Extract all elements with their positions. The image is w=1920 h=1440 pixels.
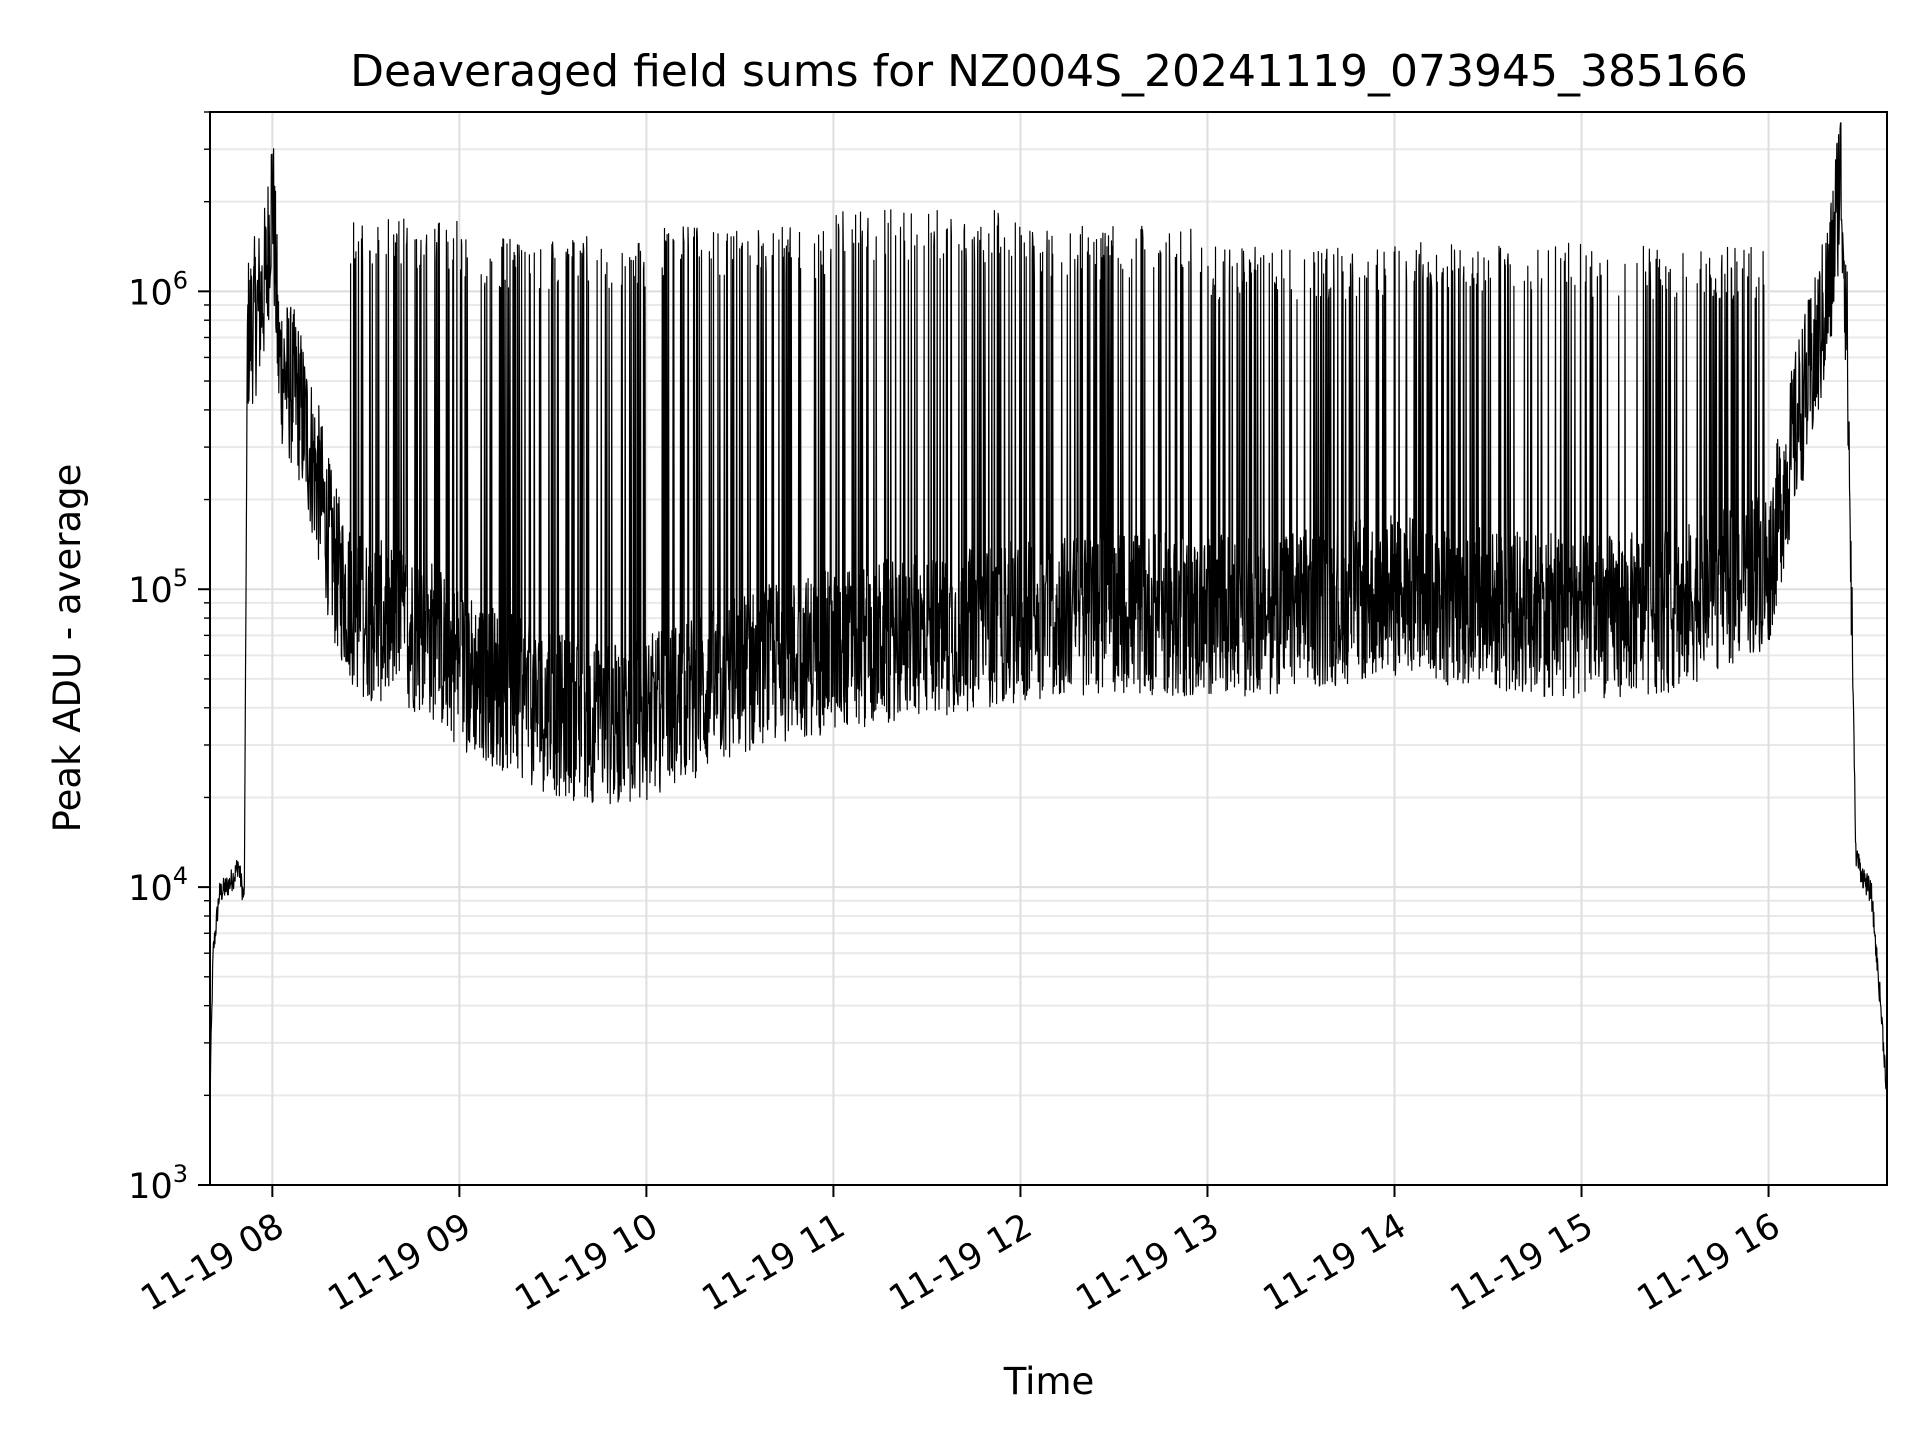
series-group	[209, 122, 1888, 1094]
x-axis-label: Time	[1003, 1360, 1095, 1403]
y-tick-base: 10	[128, 1167, 173, 1207]
y-tick-exponent: 6	[173, 266, 188, 294]
chart-title: Deaveraged field sums for NZ004S_2024111…	[350, 46, 1748, 97]
y-tick-exponent: 5	[173, 564, 188, 592]
y-axis-label: Peak ADU - average	[46, 464, 89, 833]
y-tick-label: 105	[128, 564, 188, 611]
y-tick-exponent: 4	[173, 862, 188, 890]
y-tick-base: 10	[128, 273, 173, 313]
series-line	[209, 122, 1888, 1094]
plot-frame	[209, 111, 1888, 1186]
y-tick-base: 10	[128, 869, 173, 909]
y-tick-base: 10	[128, 571, 173, 611]
y-tick-exponent: 3	[173, 1160, 188, 1188]
y-tick-label: 106	[128, 266, 188, 313]
y-tick-label: 104	[128, 862, 188, 909]
y-tick-label: 103	[128, 1160, 188, 1207]
